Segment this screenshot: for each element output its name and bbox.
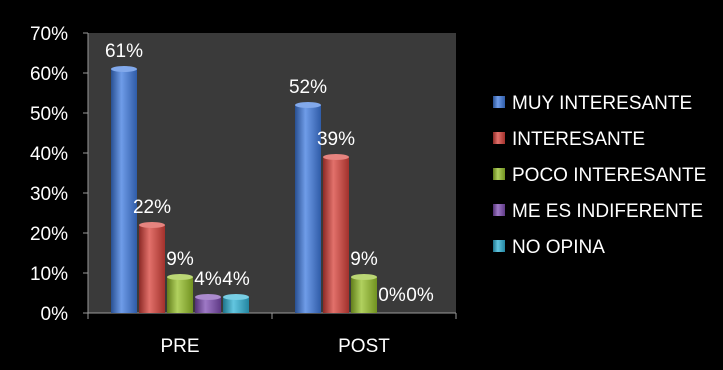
legend-label: NO OPINA: [512, 237, 605, 258]
bar-top: [323, 154, 349, 160]
y-tick-label: 10%: [30, 264, 68, 285]
legend-label: INTERESANTE: [512, 129, 645, 150]
y-tick-label: 0%: [41, 304, 69, 325]
bar: [167, 277, 193, 313]
bar: [139, 225, 165, 313]
data-label: 61%: [105, 41, 143, 62]
bar: [195, 297, 221, 313]
bar-top: [351, 274, 377, 280]
x-category-label: PRE: [160, 336, 199, 357]
data-label: 0%: [406, 285, 434, 306]
y-tick-label: 70%: [30, 24, 68, 45]
bar: [323, 157, 349, 313]
y-tick-label: 30%: [30, 184, 68, 205]
y-tick-label: 50%: [30, 104, 68, 125]
legend-label: POCO INTERESANTE: [512, 165, 706, 186]
data-label: 4%: [194, 269, 222, 290]
data-label: 4%: [222, 269, 250, 290]
bar-top: [223, 294, 249, 300]
data-label: 52%: [289, 77, 327, 98]
bar: [295, 105, 321, 313]
bar-top: [139, 222, 165, 228]
data-label: 39%: [317, 129, 355, 150]
legend-swatch: [493, 132, 505, 144]
x-category-label: POST: [338, 336, 390, 357]
legend-label: ME ES INDIFERENTE: [512, 201, 703, 222]
y-tick-label: 40%: [30, 144, 68, 165]
data-label: 22%: [133, 197, 171, 218]
y-tick-label: 60%: [30, 64, 68, 85]
bar-top: [295, 102, 321, 108]
y-tick-label: 20%: [30, 224, 68, 245]
bar: [223, 297, 249, 313]
bar-top: [195, 294, 221, 300]
bar: [351, 277, 377, 313]
data-label: 9%: [166, 249, 194, 270]
legend-swatch: [493, 96, 505, 108]
data-label: 0%: [378, 285, 406, 306]
data-label: 9%: [350, 249, 378, 270]
legend-swatch: [493, 168, 505, 180]
bar: [111, 69, 137, 313]
bar-top: [167, 274, 193, 280]
legend-label: MUY INTERESANTE: [512, 93, 692, 114]
bar-top: [111, 66, 137, 72]
legend-swatch: [493, 240, 505, 252]
legend-swatch: [493, 204, 505, 216]
